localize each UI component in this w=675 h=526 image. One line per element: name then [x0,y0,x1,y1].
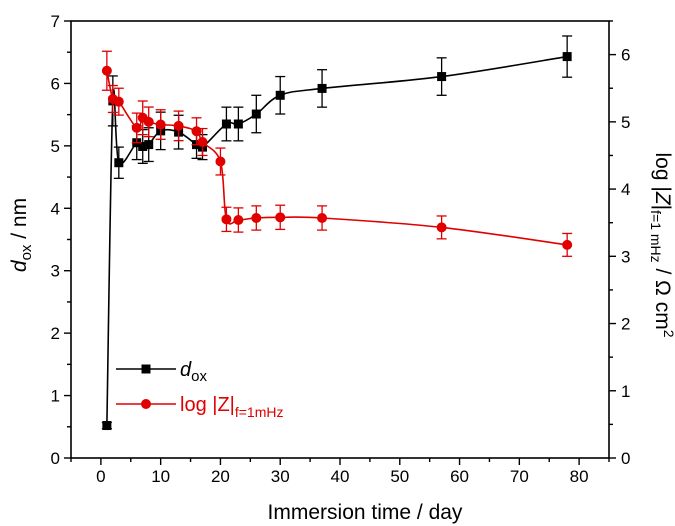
data-point [233,119,243,129]
left-y-tick-label: 5 [51,137,60,156]
left-y-tick-label: 3 [51,262,60,281]
data-point [275,212,286,223]
right-y-title-z: Z [651,191,674,206]
legend-label-logz: log |Z|f=1mHz [180,394,283,420]
data-point [251,109,261,119]
right-y-tick-label: 6 [621,46,630,65]
legend-logz-sub: f=1mHz [235,404,284,420]
x-tick-label: 80 [570,467,589,486]
legend-marker-logz [141,399,151,409]
legend-logz-main: log |Z| [180,394,235,416]
data-point [191,126,202,137]
x-tick-label: 50 [390,467,409,486]
data-point [113,96,124,107]
left-y-title-main: d [8,259,31,272]
left-y-tick-label: 6 [51,74,60,93]
left-y-tick-label: 7 [51,12,60,31]
legend-marker-dox [141,364,151,374]
right-y-tick-label: 2 [621,315,630,334]
data-point [173,120,184,131]
data-point [317,83,327,93]
series-layer [101,35,573,431]
x-tick-label: 30 [271,467,290,486]
right-y-tick-label: 3 [621,247,630,266]
left-y-title-unit: / nm [8,198,31,245]
data-point [101,65,112,76]
right-y-title-bar: | [651,205,674,210]
legend: dox log |Z|f=1mHz [116,359,283,420]
series-line [106,70,568,246]
left-y-tick-label: 0 [51,449,60,468]
data-point [138,141,148,151]
legend-dox-sub: ox [191,368,207,385]
data-point [317,212,328,223]
right-y-title-unit: / Ω cm [651,263,674,330]
right-y-title-sup: 2 [661,330,675,338]
data-point [436,222,447,233]
data-point [144,140,154,150]
left-y-axis-title: dox / nm [8,198,35,272]
right-y-tick-label: 1 [621,382,630,401]
data-point [114,158,124,168]
data-point [131,122,142,133]
legend-label-dox: dox [180,359,207,385]
data-point [251,212,262,223]
x-tick-label: 60 [450,467,469,486]
data-point [562,239,573,250]
x-tick-label: 10 [151,467,170,486]
data-point [221,214,232,225]
right-y-axis-title: log |Z|f=1 mHz / Ω cm2 [648,153,675,338]
legend-dox-main: d [180,359,192,381]
data-point [275,90,285,100]
x-axis-title: Immersion time / day [268,501,463,524]
right-y-title-sub: f=1 mHz [648,210,664,263]
x-tick-label: 0 [96,467,105,486]
left-y-tick-label: 4 [51,199,60,218]
x-tick-label: 20 [211,467,230,486]
data-point [102,421,112,431]
data-point [437,72,447,82]
left-y-tick-label: 2 [51,324,60,343]
series-dox [101,35,573,431]
series-logz [101,50,573,257]
left-y-tick-label: 1 [51,387,60,406]
data-point [221,119,231,129]
data-point [155,119,166,130]
data-point [197,137,208,148]
right-y-title-pre: log | [651,153,674,192]
data-point [215,156,226,167]
right-y-tick-label: 0 [621,449,630,468]
left-y-title-sub: ox [18,244,35,260]
x-tick-label: 70 [510,467,529,486]
x-tick-label: 40 [331,467,350,486]
data-point [233,215,244,226]
data-point [143,116,154,127]
right-y-tick-label: 4 [621,180,630,199]
data-point [562,52,572,62]
series-line [106,55,568,426]
right-y-tick-label: 5 [621,113,630,132]
